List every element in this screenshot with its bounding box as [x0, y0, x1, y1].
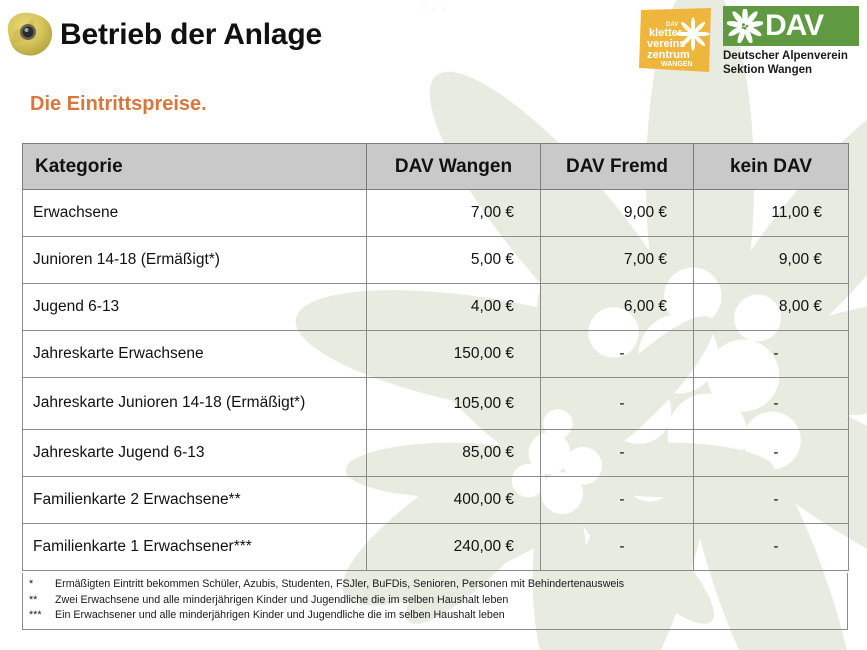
cell-dav-fremd: - [540, 476, 694, 524]
logo-block: DAV kletter vereins zentrum WANGEN [637, 6, 859, 78]
deutscher-alpenverein-logo: DAV Deutscher Alpenverein Sektion Wangen [723, 6, 859, 78]
footnote-row: * Ermäßigten Eintritt bekommen Schüler, A… [29, 577, 841, 593]
page-title: Betrieb der Anlage [60, 18, 323, 51]
dav-subtitle-line1: Deutscher Alpenverein [723, 50, 848, 62]
footnote-text: Ein Erwachsener und alle minderjährigen … [55, 609, 505, 622]
column-header-kategorie: Kategorie [22, 143, 367, 190]
cell-dav-fremd: 9,00 € [540, 189, 694, 237]
cell-dav-wangen: 85,00 € [366, 429, 541, 477]
footnote-row: ** Zwei Erwachsene und alle minderjährige… [29, 593, 841, 609]
cell-kein-dav: - [693, 330, 849, 378]
cell-category: Jugend 6-13 [22, 283, 367, 331]
dav-wordmark: DAV [765, 9, 824, 42]
cell-dav-wangen: 105,00 € [366, 377, 541, 430]
column-header-kein-dav: kein DAV [693, 143, 849, 190]
cell-category: Familienkarte 2 Erwachsene** [22, 476, 367, 524]
cell-kein-dav: - [693, 523, 849, 571]
footnote-row: *** Ein Erwachsener und alle minderjährig… [29, 608, 841, 624]
footnote-text: Ermäßigten Eintritt bekommen Schüler, Az… [55, 578, 625, 590]
cell-category: Jahreskarte Erwachsene [22, 330, 367, 378]
cell-kein-dav: - [693, 377, 849, 430]
cell-dav-wangen: 400,00 € [366, 476, 541, 524]
table-row: Familienkarte 2 Erwachsene** 400,00 € - - [22, 476, 849, 524]
dot-icon [421, 6, 426, 11]
cell-dav-fremd: 6,00 € [540, 283, 694, 331]
cell-dav-fremd: - [540, 523, 694, 571]
cell-category: Erwachsene [22, 189, 367, 237]
kletterverein-zentrum-wangen-logo: DAV kletter vereins zentrum WANGEN [637, 6, 715, 78]
table-row: Junioren 14-18 (Ermäßigt*) 5,00 €7,00 €9,… [22, 236, 849, 284]
table-header-row: Kategorie DAV Wangen DAV Fremd kein DAV [22, 143, 849, 190]
cell-dav-fremd: - [540, 429, 694, 477]
cell-kein-dav: - [693, 476, 849, 524]
section-subtitle: Die Eintrittspreise. [30, 93, 207, 115]
table-row: Jugend 6-13 4,00 €6,00 €8,00 € [22, 283, 849, 331]
dot-icon [431, 6, 436, 11]
cell-kein-dav: 8,00 € [693, 283, 849, 331]
price-table: Kategorie DAV Wangen DAV Fremd kein DAV … [22, 143, 849, 571]
dav-green-box: DAV [723, 6, 859, 46]
kvz-line4: zentrum [647, 49, 690, 61]
column-header-dav-fremd: DAV Fremd [540, 143, 694, 190]
footnotes: * Ermäßigten Eintritt bekommen Schüler, A… [22, 573, 848, 630]
top-dots [421, 6, 446, 11]
dav-subtitle-line2: Sektion Wangen [723, 64, 813, 77]
cell-kein-dav: 11,00 € [693, 189, 849, 237]
cell-dav-wangen: 240,00 € [366, 523, 541, 571]
column-header-dav-wangen: DAV Wangen [366, 143, 541, 190]
table-row: Familienkarte 1 Erwachsener*** 240,00 € - - [22, 523, 849, 571]
dot-icon [441, 6, 446, 11]
table-row: Jahreskarte Erwachsene 150,00 € - - [22, 330, 849, 378]
climbing-hold-icon [7, 12, 53, 56]
cell-dav-wangen: 5,00 € [366, 236, 541, 284]
table-row: Jahreskarte Jugend 6-13 85,00 € - - [22, 429, 849, 477]
cell-category: Familienkarte 1 Erwachsener*** [22, 523, 367, 571]
cell-category: Jahreskarte Junioren 14-18 (Ermäßigt*) [22, 377, 367, 430]
price-table-container: Kategorie DAV Wangen DAV Fremd kein DAV … [22, 143, 849, 571]
cell-kein-dav: - [693, 429, 849, 477]
footnote-text: Zwei Erwachsene und alle minderjährigen … [55, 593, 509, 606]
footnote-marker: ** [29, 593, 38, 606]
footnote-marker: *** [29, 609, 42, 622]
table-row: Jahreskarte Junioren 14-18 (Ermäßigt*) 10… [22, 377, 849, 430]
cell-dav-wangen: 4,00 € [366, 283, 541, 331]
cell-dav-fremd: - [540, 330, 694, 378]
cell-dav-wangen: 7,00 € [366, 189, 541, 237]
cell-dav-wangen: 150,00 € [366, 330, 541, 378]
cell-dav-fremd: 7,00 € [540, 236, 694, 284]
cell-category: Jahreskarte Jugend 6-13 [22, 429, 367, 477]
cell-category: Junioren 14-18 (Ermäßigt*) [22, 236, 367, 284]
edelweiss-icon [676, 17, 710, 51]
cell-kein-dav: 9,00 € [693, 236, 849, 284]
dav-subtitle: Deutscher Alpenverein Sektion Wangen [723, 49, 859, 78]
cell-dav-fremd: - [540, 377, 694, 430]
table-row: Erwachsene 7,00 €9,00 €11,00 € [22, 189, 849, 237]
kvz-line5: WANGEN [661, 61, 693, 68]
edelweiss-icon [727, 9, 763, 43]
footnote-marker: * [29, 578, 34, 590]
